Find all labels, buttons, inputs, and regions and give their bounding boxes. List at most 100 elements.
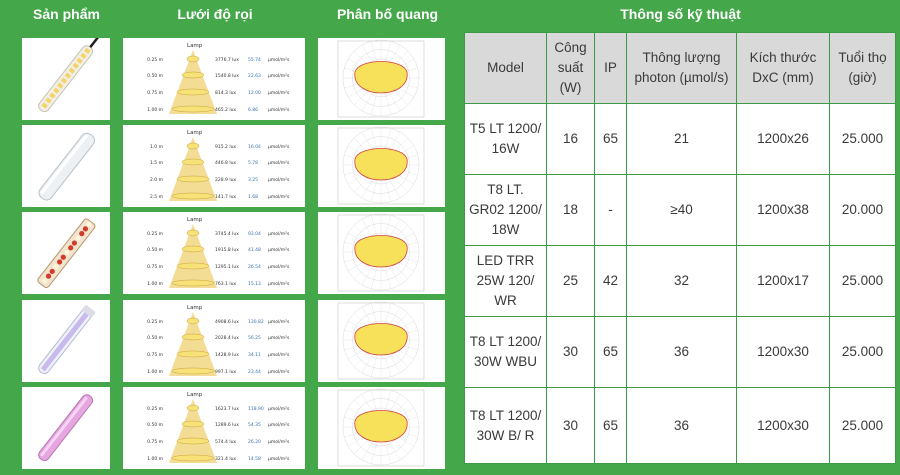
header-grid: Lưới độ rọi (177, 6, 253, 22)
grid-height: 0.50 m (147, 73, 163, 79)
cell-flux: 36 (626, 316, 737, 388)
cell-model: T5 LT 1200/ 16W (464, 103, 547, 175)
grid-ppfd: 12.00 (248, 90, 261, 96)
lamp-image (38, 38, 100, 113)
grid-ppfd: 130.82 (248, 319, 264, 325)
col-photon-flux: Thông lượng photon (µmol/s) (626, 32, 737, 104)
grid-height: 1.00 m (147, 456, 163, 462)
grid-height: 0.25 m (147, 231, 163, 237)
grid-ppfd: 5.78 (248, 160, 258, 166)
cell-flux: 21 (626, 103, 737, 175)
illuminance-card: Lamp 1.0 m 915.2 lux 16.04 µmol/m²s 1.5 m 446.… (123, 125, 305, 207)
illuminance-grid: Lamp 0.25 m 4908.6 lux 130.82 µmol/m²s 0.50 m… (147, 305, 290, 376)
grid-lux: 465.2 lux (215, 107, 236, 113)
grid-unit: µmol/m²s (268, 352, 290, 358)
grid-height: 1.00 m (147, 369, 163, 375)
grid-lux: 4908.6 lux (215, 319, 239, 325)
grid-title: Lamp (187, 43, 203, 49)
grid-ppfd: 16.04 (248, 144, 261, 150)
table-row: T8 LT. GR02 1200/ 18W 18 - ≥40 1200x38 2… (464, 174, 896, 246)
grid-ppfd: 41.48 (248, 247, 261, 253)
grid-ppfd: 26.20 (248, 439, 261, 445)
product-photo (22, 212, 110, 294)
grid-ppfd: 1.68 (248, 194, 258, 200)
grid-lux: 915.2 lux (215, 144, 236, 150)
grid-unit: µmol/m²s (268, 369, 290, 375)
grid-unit: µmol/m²s (268, 422, 290, 428)
polar-diagram (337, 213, 425, 292)
grid-lux: 1540.8 lux (215, 73, 239, 79)
cell-size: 1200x30 (736, 316, 830, 388)
cell-model: T8 LT 1200/ 30W WBU (464, 316, 547, 388)
grid-ppfd: 22.63 (248, 73, 261, 79)
grid-unit: µmol/m²s (268, 107, 290, 113)
grid-ppfd: 34.11 (248, 352, 261, 358)
grid-height: 0.25 m (147, 319, 163, 325)
grid-title: Lamp (187, 130, 203, 136)
grid-ppfd: 6.86 (248, 107, 258, 113)
illuminance-grid: Lamp 0.25 m 1623.7 lux 118.90 µmol/m²s 0.50 m… (147, 392, 290, 463)
grid-height: 0.25 m (147, 406, 163, 412)
grid-height: 0.75 m (147, 264, 163, 270)
product-photo (22, 387, 110, 469)
distribution-card (318, 300, 445, 382)
distribution-card (318, 125, 445, 207)
grid-height: 2.5 m (150, 194, 163, 200)
grid-unit: µmol/m²s (268, 194, 290, 200)
grid-lux: 1428.9 lux (215, 352, 239, 358)
grid-height: 1.0 m (150, 144, 163, 150)
grid-lux: 1295.1 lux (215, 264, 239, 270)
grid-lux: 2028.4 lux (215, 335, 239, 341)
cell-size: 1200x26 (736, 103, 830, 175)
illuminance-card: Lamp 0.25 m 3745.4 lux 93.04 µmol/m²s 0.50 m 1… (123, 212, 305, 294)
header-distribution: Phân bố quang (336, 6, 439, 22)
grid-lux: 3776.7 lux (215, 57, 239, 63)
grid-unit: µmol/m²s (268, 456, 290, 462)
illuminance-grid: Lamp 1.0 m 915.2 lux 16.04 µmol/m²s 1.5 m 446.… (150, 130, 290, 201)
cell-lifetime: 20.000 (829, 174, 896, 246)
polar-diagram (337, 126, 425, 205)
grid-unit: µmol/m²s (268, 90, 290, 96)
grid-height: 1.00 m (147, 107, 163, 113)
cell-ip: 42 (594, 245, 627, 317)
distribution-card (318, 38, 445, 120)
cell-size: 1200x38 (736, 174, 830, 246)
lamp-image (38, 394, 94, 462)
cell-lifetime: 25.000 (829, 316, 896, 388)
grid-lux: 446.8 lux (215, 160, 236, 166)
cell-model: T8 LT 1200/ 30W B/ R (464, 387, 547, 464)
grid-unit: µmol/m²s (268, 247, 290, 253)
grid-lux: 3745.4 lux (215, 231, 239, 237)
grid-ppfd: 55.74 (248, 57, 261, 63)
grid-title: Lamp (187, 392, 203, 398)
illuminance-card: Lamp 0.25 m 4908.6 lux 130.82 µmol/m²s 0.50 m… (123, 300, 305, 382)
cell-power: 16 (546, 103, 595, 175)
distribution-card (318, 212, 445, 294)
grid-height: 1.5 m (150, 160, 163, 166)
polar-diagram (337, 388, 425, 467)
table-row: T8 LT 1200/ 30W WBU 30 65 36 1200x30 25.… (464, 316, 896, 388)
table-row: T5 LT 1200/ 16W 16 65 21 1200x26 25.000 (464, 103, 896, 175)
grid-height: 0.75 m (147, 90, 163, 96)
lamp-image (38, 132, 96, 201)
col-size: Kích thước DxC (mm) (736, 32, 830, 104)
cell-flux: ≥40 (626, 174, 737, 246)
table-row: LED TRR 25W 120/ WR 25 42 32 1200x17 25.… (464, 245, 896, 317)
cell-flux: 32 (626, 245, 737, 317)
grid-unit: µmol/m²s (268, 231, 290, 237)
illuminance-card: Lamp 0.25 m 3776.7 lux 55.74 µmol/m²s 0.50 m 1… (123, 38, 305, 120)
grid-ppfd: 118.90 (248, 406, 264, 412)
grid-ppfd: 56.25 (248, 335, 261, 341)
cell-lifetime: 25.000 (829, 103, 896, 175)
grid-unit: µmol/m²s (268, 177, 290, 183)
grid-lux: 574.4 lux (215, 439, 236, 445)
lamp-image (38, 305, 96, 375)
illuminance-grid: Lamp 0.25 m 3776.7 lux 55.74 µmol/m²s 0.50 m 1… (147, 43, 290, 114)
grid-lux: 1289.6 lux (215, 422, 239, 428)
polar-diagram (337, 39, 425, 118)
grid-ppfd: 93.04 (248, 231, 261, 237)
grid-unit: µmol/m²s (268, 439, 290, 445)
grid-unit: µmol/m²s (268, 73, 290, 79)
product-photo (22, 300, 110, 382)
cell-ip: - (594, 174, 627, 246)
